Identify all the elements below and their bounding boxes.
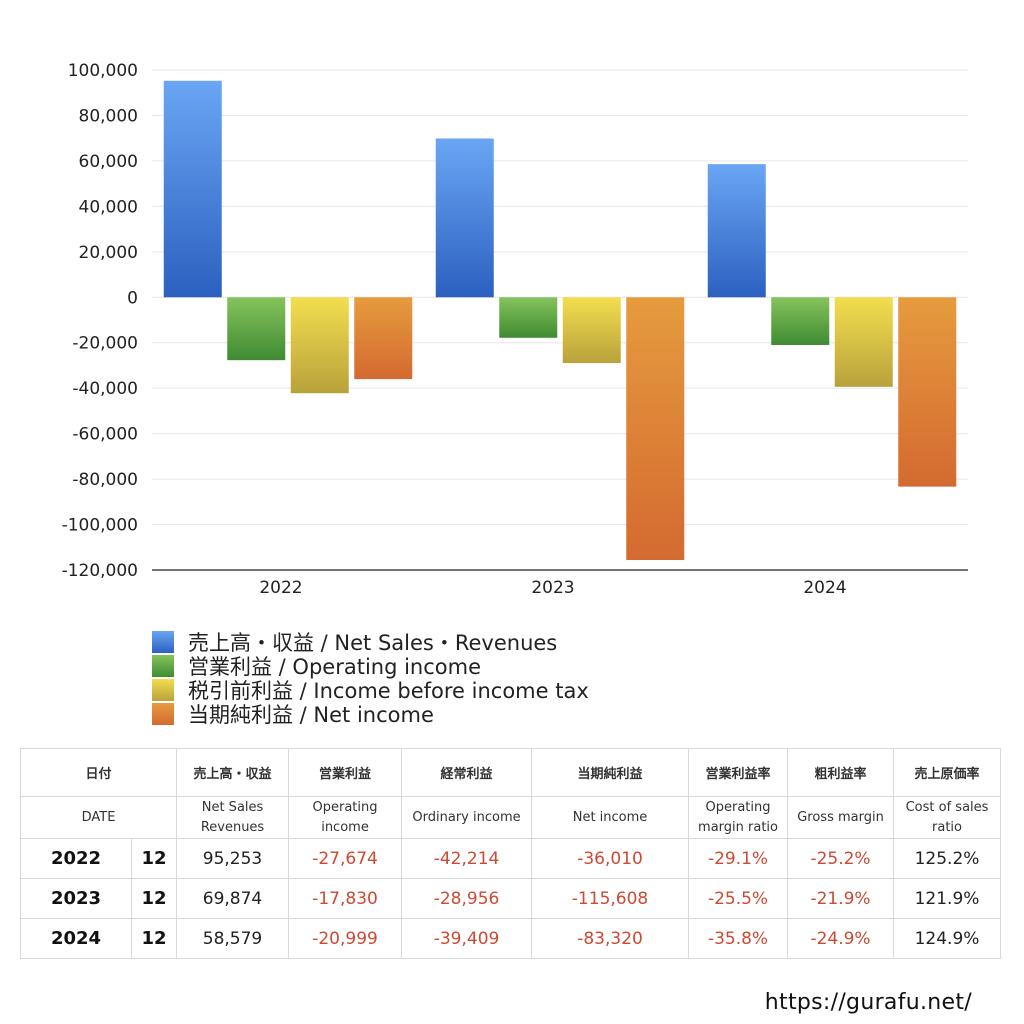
row-gross: -25.2% (787, 838, 895, 879)
header-ord-en: Ordinary income (401, 796, 533, 839)
row-year: 2023 (20, 878, 132, 919)
table-header-en: DATE Net Sales Revenues Operating income O… (19, 796, 1002, 839)
legend-item-net-income: 当期純利益 / Net income (152, 702, 589, 727)
bar-2022-series-3 (354, 297, 413, 380)
bar-2022-series-0 (163, 80, 222, 298)
header-net-jp: 当期純利益 (531, 748, 690, 797)
legend: 売上高・収益 / Net Sales・Revenues 営業利益 / Opera… (152, 630, 589, 727)
header-net-en: Net income (531, 796, 690, 839)
header-gross-en: Gross margin (787, 796, 895, 839)
table-row: 2024 12 58,579 -20,999 -39,409 -83,320 -… (20, 918, 1002, 959)
legend-swatch (152, 631, 174, 653)
y-tick-label: 100,000 (68, 61, 138, 81)
bar-2023-series-1 (499, 297, 558, 338)
grid-lines (152, 69, 968, 571)
y-tick-label: 80,000 (79, 106, 138, 126)
table-row: 2023 12 69,874 -17,830 -28,956 -115,608 … (20, 878, 1002, 919)
header-sales-en: Net Sales Revenues (176, 796, 290, 839)
x-axis-ticks: 2022 2023 2024 (259, 578, 846, 598)
legend-label: 営業利益 / Operating income (188, 655, 482, 679)
header-op-ratio-en: Operating margin ratio (688, 796, 789, 839)
row-net: -83,320 (531, 918, 690, 959)
row-ord: -28,956 (401, 878, 533, 919)
y-tick-label: 20,000 (79, 243, 138, 263)
bar-2023-series-0 (435, 138, 494, 298)
bar-chart: 100,000 80,000 60,000 40,000 20,000 0 -20,000 -… (62, 61, 968, 598)
row-gross: -24.9% (787, 918, 895, 959)
row-sales: 58,579 (176, 918, 290, 959)
table-row: 2022 12 95,253 -27,674 -42,214 -36,010 -… (20, 838, 1002, 879)
y-tick-label: -100,000 (62, 516, 138, 536)
bar-2023-series-3 (626, 297, 685, 561)
row-net: -115,608 (531, 878, 690, 919)
header-sales-jp: 売上高・収益 (176, 748, 290, 797)
header-op-en: Operating income (288, 796, 403, 839)
legend-item-income-before-tax: 税引前利益 / Income before income tax (152, 678, 589, 703)
y-tick-label: -40,000 (72, 379, 138, 399)
row-op-ratio: -25.5% (688, 878, 789, 919)
row-ord: -42,214 (401, 838, 533, 879)
header-date-en: DATE (19, 796, 178, 839)
y-axis-ticks: 100,000 80,000 60,000 40,000 20,000 0 -20,000 -… (62, 61, 138, 581)
row-op: -20,999 (288, 918, 403, 959)
legend-label: 売上高・収益 / Net Sales・Revenues (188, 631, 558, 655)
y-tick-label: 0 (127, 288, 138, 308)
x-tick-label: 2023 (531, 578, 574, 598)
row-op: -17,830 (288, 878, 403, 919)
header-date-jp: 日付 (19, 748, 178, 797)
legend-item-operating-income: 営業利益 / Operating income (152, 654, 589, 679)
row-op-ratio: -29.1% (688, 838, 789, 879)
financial-table: 日付 売上高・収益 営業利益 経常利益 当期純利益 営業利益率 粗利益率 売上原… (19, 748, 1002, 959)
bars (163, 80, 957, 561)
y-tick-label: -60,000 (72, 425, 138, 445)
row-net: -36,010 (531, 838, 690, 879)
header-op-ratio-jp: 営業利益率 (688, 748, 789, 797)
y-tick-label: -120,000 (62, 561, 138, 581)
legend-label: 当期純利益 / Net income (188, 703, 434, 727)
row-cost: 124.9% (893, 918, 1002, 959)
header-cost-en: Cost of sales ratio (893, 796, 1002, 839)
row-cost: 125.2% (893, 838, 1002, 879)
bar-2024-series-2 (834, 297, 893, 387)
row-month: 12 (130, 838, 178, 879)
bar-2024-series-1 (771, 297, 830, 345)
row-op: -27,674 (288, 838, 403, 879)
row-op-ratio: -35.8% (688, 918, 789, 959)
row-month: 12 (130, 878, 178, 919)
bar-2023-series-2 (562, 297, 621, 364)
legend-swatch (152, 655, 174, 677)
row-month: 12 (130, 918, 178, 959)
x-tick-label: 2022 (259, 578, 302, 598)
legend-label: 税引前利益 / Income before income tax (188, 679, 589, 703)
row-sales: 95,253 (176, 838, 290, 879)
y-tick-label: 40,000 (79, 197, 138, 217)
row-sales: 69,874 (176, 878, 290, 919)
row-year: 2024 (20, 918, 132, 959)
site-url[interactable]: https://gurafu.net/ (764, 990, 972, 1015)
legend-swatch (152, 703, 174, 725)
header-cost-jp: 売上原価率 (893, 748, 1002, 797)
row-cost: 121.9% (893, 878, 1002, 919)
y-tick-label: 60,000 (79, 152, 138, 172)
header-gross-jp: 粗利益率 (787, 748, 895, 797)
header-ord-jp: 経常利益 (401, 748, 533, 797)
y-tick-label: -80,000 (72, 470, 138, 490)
bar-2022-series-2 (290, 297, 349, 394)
table-header-jp: 日付 売上高・収益 営業利益 経常利益 当期純利益 営業利益率 粗利益率 売上原… (19, 748, 1002, 797)
header-op-jp: 営業利益 (288, 748, 403, 797)
bar-2024-series-3 (898, 297, 957, 487)
bar-2022-series-1 (227, 297, 286, 361)
bar-2024-series-0 (707, 164, 766, 298)
row-year: 2022 (20, 838, 132, 879)
x-tick-label: 2024 (803, 578, 846, 598)
legend-item-net-sales: 売上高・収益 / Net Sales・Revenues (152, 630, 589, 655)
y-tick-label: -20,000 (72, 334, 138, 354)
legend-swatch (152, 679, 174, 701)
row-ord: -39,409 (401, 918, 533, 959)
row-gross: -21.9% (787, 878, 895, 919)
